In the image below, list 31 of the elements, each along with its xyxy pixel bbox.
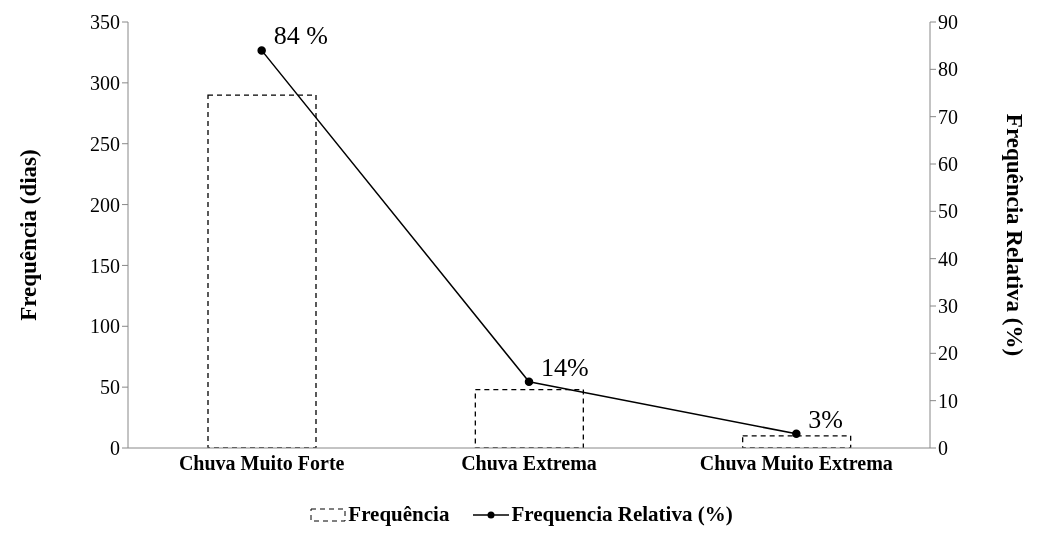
x-tick-label: Chuva Muito Forte [178, 452, 345, 475]
y2-axis-title: Frequência Relativa (%) [1001, 113, 1027, 357]
y2-tick-label: 0 [938, 437, 948, 460]
y-tick-label: 0 [110, 437, 120, 460]
x-tick-label: Chuva Extrema [461, 452, 597, 475]
legend-label: Frequencia Relativa (%) [511, 502, 733, 527]
x-tick-label: Chuva Muito Extrema [699, 452, 893, 475]
y-tick-label: 200 [90, 193, 120, 216]
legend-label: Frequência [348, 502, 450, 527]
y2-tick-label: 10 [938, 389, 958, 412]
y-tick-label: 350 [90, 11, 120, 34]
y2-tick-label: 80 [938, 58, 958, 81]
y-tick-label: 150 [90, 254, 120, 277]
point [792, 429, 801, 439]
y2-tick-label: 60 [938, 153, 958, 176]
data-label: 3% [808, 404, 844, 434]
y2-tick-label: 50 [938, 200, 958, 223]
data-label: 84 % [273, 21, 328, 51]
point [524, 377, 534, 386]
y2-tick-label: 90 [938, 11, 958, 34]
y-tick-label: 250 [90, 132, 120, 155]
y-tick-label: 50 [100, 376, 120, 399]
y2-tick-label: 20 [938, 342, 958, 365]
data-label: 14% [541, 352, 589, 382]
y2-tick-label: 30 [938, 295, 958, 318]
point [257, 46, 266, 55]
y-tick-label: 300 [90, 71, 120, 94]
y-axis-title: Frequência (dias) [16, 149, 42, 321]
y-tick-label: 100 [90, 315, 120, 338]
y2-tick-label: 40 [938, 247, 958, 270]
y2-tick-label: 70 [938, 105, 958, 128]
